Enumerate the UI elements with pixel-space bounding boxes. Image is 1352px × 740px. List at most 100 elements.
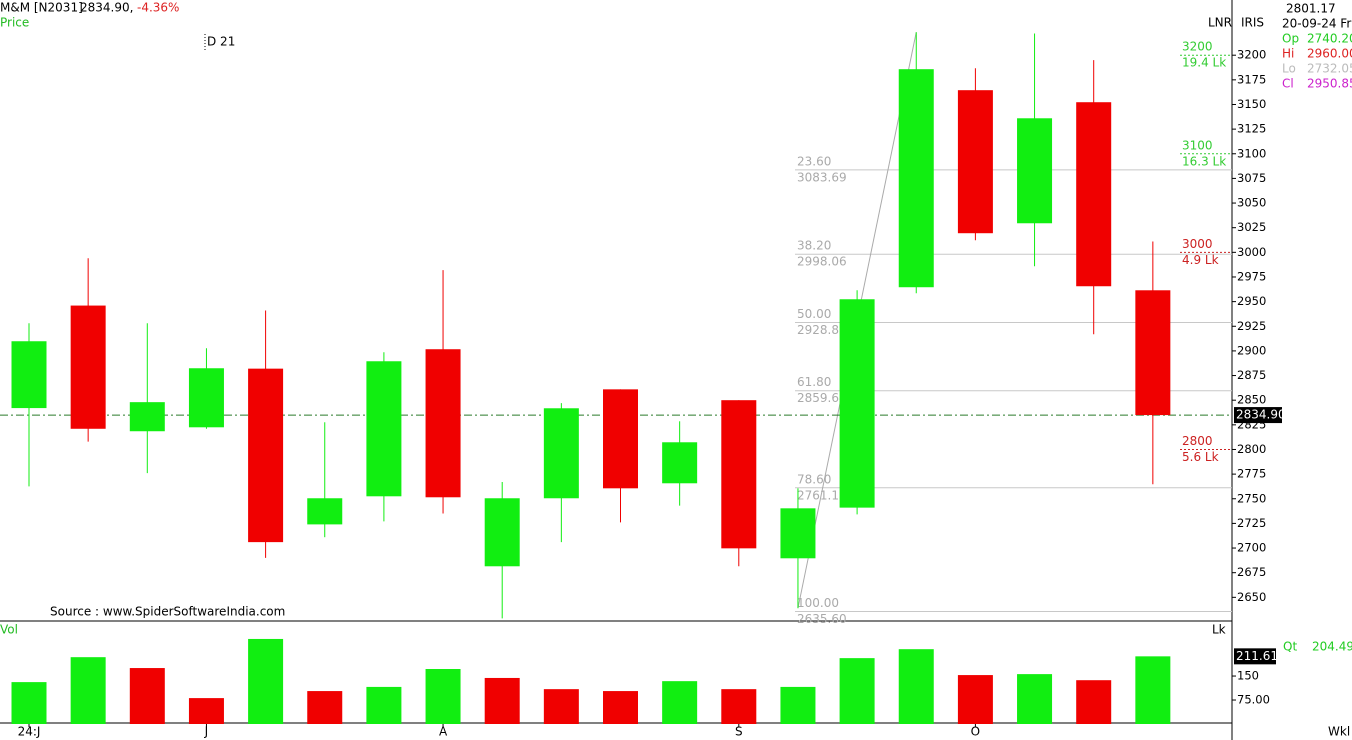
volume-bar — [366, 686, 402, 724]
info-value: 2801.17 — [1286, 2, 1336, 16]
candle-body — [129, 402, 165, 432]
vol-label: Vol — [0, 623, 18, 637]
volume-bar — [662, 681, 698, 724]
x-tick-label: J — [204, 725, 209, 739]
level-label: 3000 — [1182, 237, 1213, 251]
info-value: 2950.85 — [1307, 77, 1352, 91]
level-sub: 4.9 Lk — [1182, 253, 1219, 267]
volume-bar — [603, 691, 638, 724]
info-label: Cl — [1282, 77, 1294, 91]
level-label: 3200 — [1182, 40, 1213, 54]
fib-pct: 78.60 — [797, 472, 831, 486]
fib-pct: 23.60 — [797, 154, 831, 168]
y-tick-label: 2700 — [1237, 541, 1266, 555]
level-sub: 19.4 Lk — [1182, 56, 1226, 70]
candle-body — [839, 299, 875, 508]
candle-body — [484, 498, 520, 567]
iris: IRIS — [1241, 16, 1264, 30]
fib-price: 2635.60 — [797, 612, 847, 626]
volume-bar — [957, 675, 993, 724]
candle-body — [1135, 290, 1171, 416]
level-sub: 5.6 Lk — [1182, 450, 1219, 464]
volume-bar — [484, 677, 520, 724]
last-price-box — [1234, 407, 1282, 424]
y-tick-label: 3125 — [1237, 122, 1266, 136]
volume-bar — [1135, 656, 1171, 724]
x-tick-label: O — [971, 725, 980, 739]
y-tick-label: 2850 — [1237, 393, 1266, 407]
info-value: 2732.05 — [1307, 62, 1352, 76]
level-label: 2800 — [1182, 434, 1213, 448]
info-label: Op — [1282, 32, 1299, 46]
volume-bar — [780, 686, 816, 724]
level-label: 3100 — [1182, 138, 1213, 152]
candle-body — [425, 349, 461, 498]
y-tick-label: 2875 — [1237, 368, 1266, 382]
fib-pct: 61.80 — [797, 375, 831, 389]
fib-price: 2761.11 — [797, 488, 847, 502]
fib-price: 3083.69 — [797, 170, 847, 184]
y-tick-label: 3100 — [1237, 146, 1266, 160]
unit-label: Lk — [1212, 623, 1226, 637]
x-tick-label: 24:J — [18, 725, 41, 739]
info-label: Lo — [1282, 62, 1296, 76]
x-tick-label: A — [439, 725, 448, 739]
volume-bar — [129, 668, 165, 724]
candle-body — [366, 361, 402, 497]
y-tick-label: 2975 — [1237, 269, 1266, 283]
y-tick-label: 2775 — [1237, 467, 1266, 481]
y-tick-label: 2950 — [1237, 294, 1266, 308]
candle-body — [1017, 118, 1053, 224]
info-label: Hi — [1282, 47, 1294, 61]
candle-body — [248, 368, 284, 543]
candle-body — [662, 442, 698, 484]
fib-price: 2998.06 — [797, 255, 847, 269]
qt-value: 204.49 — [1312, 640, 1352, 654]
y-tick-label: 2675 — [1237, 565, 1266, 579]
wkl-label: Wkl — [1328, 725, 1350, 739]
candle-body — [188, 368, 224, 428]
volume-bar — [188, 698, 224, 724]
fib-pct: 38.20 — [797, 239, 831, 253]
volume-bar — [70, 657, 106, 724]
volume-bar — [11, 682, 47, 724]
last-price-label: 2834.90 — [1236, 408, 1286, 422]
y-tick-label: 2650 — [1237, 590, 1266, 604]
volume-bar — [1076, 680, 1112, 724]
change: -4.36% — [137, 1, 179, 15]
y-tick-label: 2925 — [1237, 319, 1266, 333]
candle-body — [70, 305, 106, 429]
volume-bar — [425, 669, 461, 724]
price: 2834.90, — [80, 1, 133, 15]
volume-bar — [1017, 674, 1053, 724]
level-sub: 16.3 Lk — [1182, 154, 1226, 168]
y-tick-label: 2725 — [1237, 516, 1266, 530]
volume-bar — [307, 691, 343, 724]
y-tick-label: 2750 — [1237, 491, 1266, 505]
y-tick-label: 75.00 — [1237, 693, 1270, 707]
last-volume-box — [1234, 648, 1276, 665]
candle-body — [603, 389, 638, 489]
candle-body — [721, 400, 757, 549]
marker: D 21 — [207, 35, 235, 49]
panel-label: Price — [0, 16, 29, 30]
candle-body — [307, 498, 343, 525]
y-tick-label: 3050 — [1237, 196, 1266, 210]
candle-body — [898, 69, 934, 288]
candle-body — [11, 341, 47, 409]
candle-body — [543, 408, 579, 499]
candle-body — [780, 508, 816, 559]
fib-price: 2859.64 — [797, 391, 847, 405]
y-tick-label: 3025 — [1237, 220, 1266, 234]
fib-pct: 50.00 — [797, 307, 831, 321]
y-tick-label: 3075 — [1237, 171, 1266, 185]
last-volume-label: 211.61 — [1236, 649, 1278, 663]
info-value: 2960.00 — [1307, 47, 1352, 61]
volume-bar — [721, 689, 757, 724]
volume-bar — [898, 649, 934, 724]
volume-bar — [248, 638, 284, 724]
lnr: LNR — [1208, 16, 1232, 30]
volume-bar — [839, 658, 875, 724]
